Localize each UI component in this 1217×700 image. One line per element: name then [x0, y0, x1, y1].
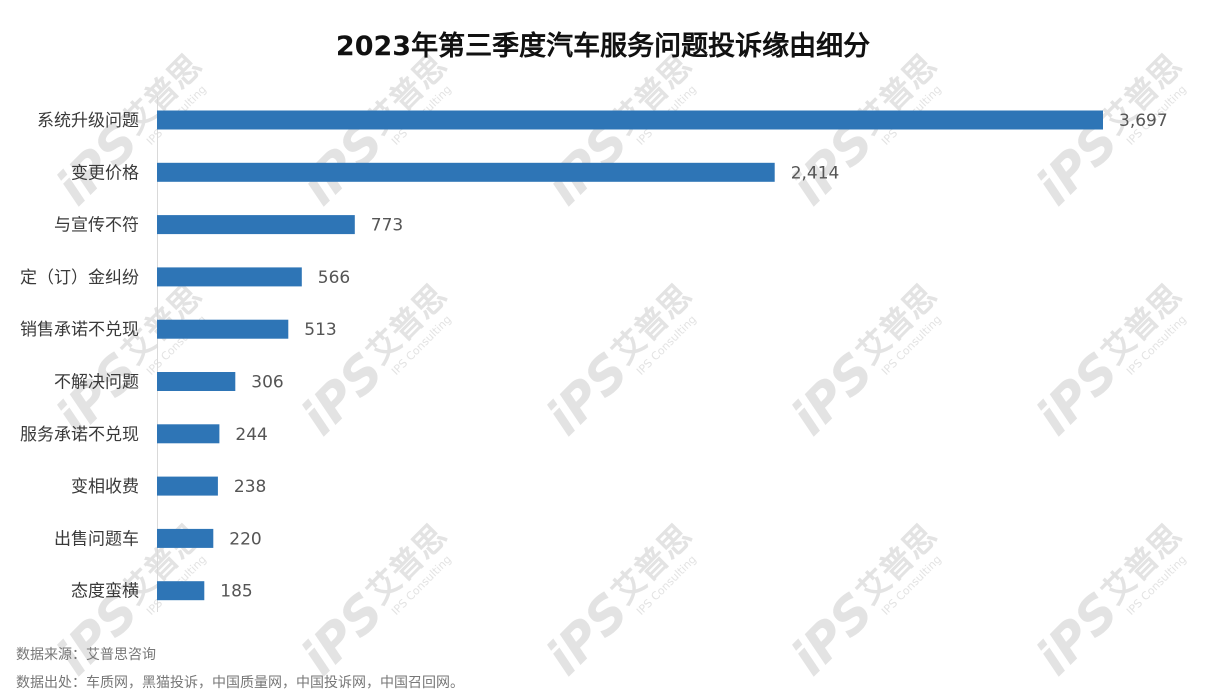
bar-5	[157, 372, 236, 391]
value-label-8: 220	[229, 529, 261, 549]
value-label-5: 306	[251, 373, 283, 393]
bar-1	[157, 162, 775, 182]
bar-3	[157, 267, 302, 287]
value-label-7: 238	[234, 477, 266, 497]
category-label-3: 定（订）金纠纷	[20, 268, 139, 288]
category-label-1: 变更价格	[71, 163, 139, 183]
bar-6	[157, 424, 220, 444]
bar-7	[157, 476, 218, 496]
value-label-9: 185	[220, 582, 252, 602]
chart-title: 2023年第三季度汽车服务问题投诉缘由细分	[336, 30, 870, 62]
category-labels: 系统升级问题变更价格与宣传不符定（订）金纠纷销售承诺不兑现不解决问题服务承诺不兑…	[20, 111, 139, 602]
category-label-0: 系统升级问题	[37, 111, 139, 131]
value-label-0: 3,697	[1119, 111, 1168, 131]
category-label-7: 变相收费	[71, 477, 139, 497]
value-label-3: 566	[318, 268, 350, 288]
bars-group	[157, 110, 1103, 601]
bar-0	[157, 110, 1103, 130]
source-note: 数据来源：艾普思咨询	[16, 647, 156, 663]
origin-note: 数据出处：车质网，黑猫投诉，中国质量网，中国投诉网，中国召回网。	[16, 675, 464, 691]
bar-9	[157, 581, 205, 601]
bar-4	[157, 319, 289, 339]
category-label-5: 不解决问题	[54, 373, 139, 393]
value-label-4: 513	[304, 320, 336, 340]
value-label-2: 773	[371, 216, 403, 236]
category-label-9: 态度蛮横	[71, 582, 139, 602]
category-label-2: 与宣传不符	[54, 216, 139, 236]
bar-2	[157, 215, 355, 235]
value-label-1: 2,414	[791, 163, 840, 183]
category-label-6: 服务承诺不兑现	[20, 425, 139, 445]
category-label-4: 销售承诺不兑现	[20, 320, 139, 340]
value-labels: 3,697 2,414 773 566 513 306 244 238 220 185	[220, 111, 1167, 602]
value-label-6: 244	[235, 425, 267, 445]
bar-8	[157, 528, 214, 548]
category-label-8: 出售问题车	[54, 529, 139, 549]
